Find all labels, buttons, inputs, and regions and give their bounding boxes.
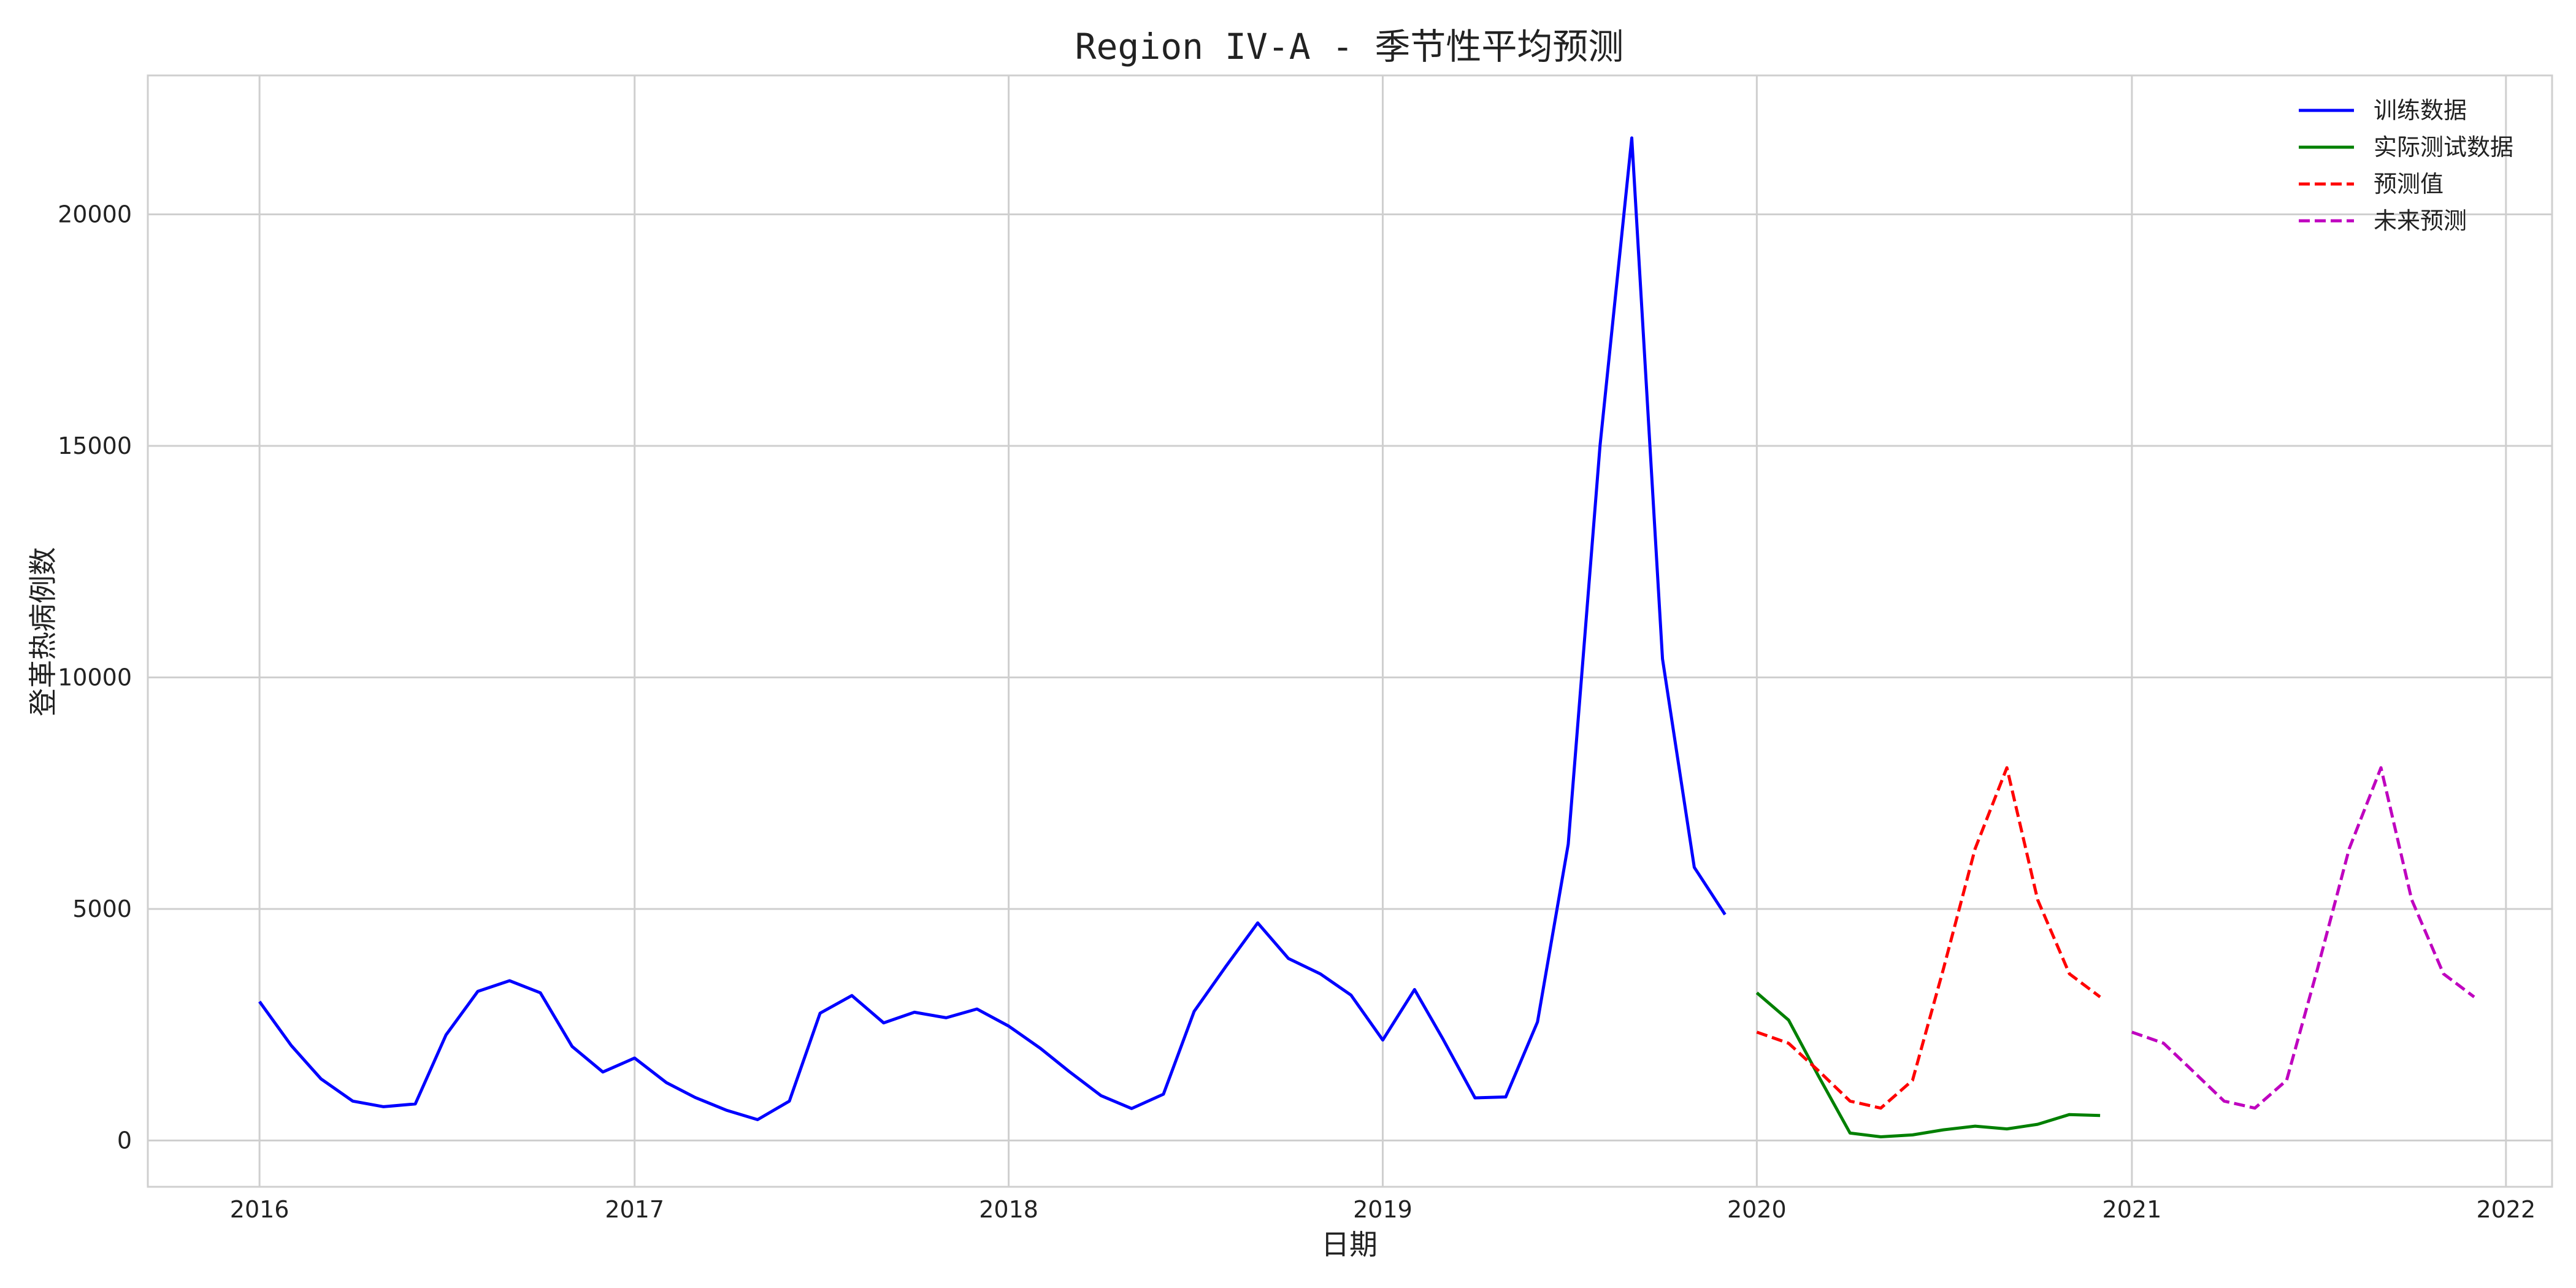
y-tick-label: 20000 — [58, 201, 132, 228]
x-tick-label: 2019 — [1353, 1196, 1413, 1223]
x-tick-label: 2022 — [2476, 1196, 2536, 1223]
legend-label: 实际测试数据 — [2374, 134, 2513, 161]
plot-frame — [147, 74, 2553, 1188]
y-tick-label: 5000 — [72, 895, 132, 922]
series-group — [258, 136, 2475, 1138]
x-tick-label: 2016 — [230, 1196, 289, 1223]
legend-label: 预测值 — [2374, 171, 2444, 197]
y-tick-labels: 0 5000 10000 15000 20000 — [58, 201, 132, 1154]
x-tick-label: 2020 — [1727, 1196, 1787, 1223]
grid — [148, 75, 2552, 1187]
y-axis-label: 登革热病例数 — [26, 547, 59, 716]
legend-label: 未来预测 — [2374, 207, 2467, 234]
x-tick-label: 2018 — [979, 1196, 1038, 1223]
x-tick-labels: 2016 2017 2018 2019 2020 2021 2022 — [230, 1196, 2536, 1223]
series-line-4 — [2131, 766, 2475, 1110]
x-axis-label: 日期 — [1321, 1228, 1378, 1261]
series-line-3 — [1756, 766, 2101, 1110]
legend-label: 训练数据 — [2374, 97, 2467, 124]
y-tick-label: 15000 — [58, 432, 132, 459]
y-tick-label: 10000 — [58, 664, 132, 691]
x-tick-label: 2021 — [2103, 1196, 2162, 1223]
chart-title: Region IV-A - 季节性平均预测 — [1075, 26, 1624, 67]
series-line-1 — [258, 136, 1727, 1121]
x-tick-label: 2017 — [605, 1196, 664, 1223]
y-tick-label: 0 — [117, 1127, 132, 1154]
